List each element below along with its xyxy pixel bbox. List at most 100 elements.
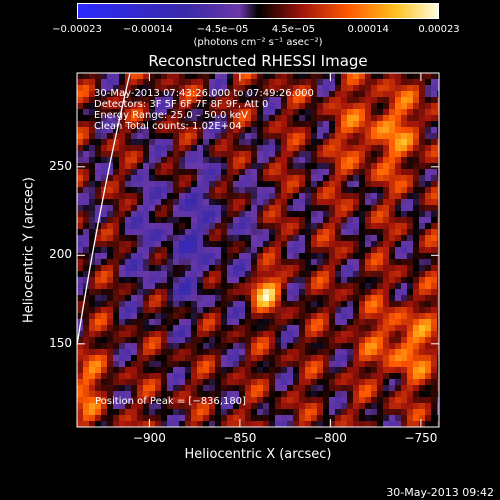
heatmap-cell — [215, 205, 222, 212]
heatmap-cell — [305, 79, 312, 86]
heatmap-cell — [131, 331, 138, 338]
heatmap-cell — [233, 151, 240, 158]
heatmap-cell — [389, 97, 396, 104]
heatmap-cell — [341, 295, 348, 302]
heatmap-cell — [221, 103, 228, 110]
heatmap-cell — [383, 247, 390, 254]
heatmap-cell — [227, 121, 234, 128]
heatmap-cell — [113, 187, 120, 194]
heatmap-cell — [329, 409, 336, 416]
heatmap-cell — [311, 331, 318, 338]
heatmap-cell — [239, 403, 246, 410]
heatmap-cell — [329, 241, 336, 248]
heatmap-cell — [161, 421, 168, 427]
heatmap-cell — [95, 157, 102, 164]
heatmap-cell — [101, 379, 108, 386]
heatmap-cell — [413, 337, 420, 344]
heatmap-cell — [215, 139, 222, 146]
heatmap-cell — [89, 235, 96, 242]
heatmap-cell — [347, 325, 354, 332]
heatmap-cell — [89, 187, 96, 194]
heatmap-cell — [437, 319, 439, 326]
heatmap-cell — [383, 361, 390, 368]
heatmap-cell — [77, 169, 84, 176]
heatmap-cell — [167, 235, 174, 242]
heatmap-cell — [401, 169, 408, 176]
heatmap-cell — [119, 295, 126, 302]
heatmap-cell — [371, 91, 378, 98]
heatmap-cell — [227, 85, 234, 92]
heatmap-cell — [107, 91, 114, 98]
heatmap-cell — [431, 319, 438, 326]
heatmap-cell — [197, 343, 204, 350]
heatmap-cell — [275, 169, 282, 176]
heatmap-cell — [413, 397, 420, 404]
heatmap-cell — [233, 331, 240, 338]
heatmap-cell — [371, 259, 378, 266]
heatmap-cell — [131, 139, 138, 146]
heatmap-cell — [185, 253, 192, 260]
heatmap-cell — [287, 187, 294, 194]
heatmap-cell — [119, 79, 126, 86]
heatmap-cell — [83, 121, 90, 128]
heatmap-cell — [185, 217, 192, 224]
heatmap-cell — [215, 151, 222, 158]
heatmap-cell — [197, 313, 204, 320]
heatmap-cell — [155, 85, 162, 92]
heatmap-cell — [89, 205, 96, 212]
heatmap-cell — [137, 241, 144, 248]
heatmap-cell — [89, 415, 96, 422]
heatmap-cell — [203, 409, 210, 416]
heatmap-cell — [197, 109, 204, 116]
heatmap-cell — [401, 85, 408, 92]
heatmap-cell — [155, 301, 162, 308]
heatmap-cell — [209, 301, 216, 308]
heatmap-cell — [251, 217, 258, 224]
heatmap-cell — [323, 133, 330, 140]
heatmap-cell — [365, 163, 372, 170]
heatmap-cell — [389, 319, 396, 326]
heatmap-cell — [191, 133, 198, 140]
heatmap-cell — [215, 367, 222, 374]
heatmap-cell — [257, 313, 264, 320]
heatmap-cell — [311, 217, 318, 224]
heatmap-cell — [137, 199, 144, 206]
heatmap-cell — [335, 325, 342, 332]
heatmap-cell — [269, 361, 276, 368]
heatmap-cell — [173, 391, 180, 398]
heatmap-cell — [143, 85, 150, 92]
heatmap-cell — [143, 127, 150, 134]
heatmap-cell — [311, 145, 318, 152]
heatmap-cell — [311, 187, 318, 194]
heatmap-cell — [191, 73, 198, 80]
heatmap-cell — [197, 181, 204, 188]
heatmap-cell — [179, 211, 186, 218]
heatmap-cell — [245, 85, 252, 92]
heatmap-cell — [287, 301, 294, 308]
heatmap-cell — [77, 337, 84, 344]
heatmap-cell — [245, 397, 252, 404]
heatmap-cell — [365, 127, 372, 134]
heatmap-cell — [101, 403, 108, 410]
heatmap-cell — [107, 193, 114, 200]
heatmap-cell — [119, 91, 126, 98]
heatmap-cell — [185, 373, 192, 380]
heatmap-cell — [221, 139, 228, 146]
heatmap-cell — [293, 361, 300, 368]
heatmap-cell — [293, 301, 300, 308]
heatmap-cell — [371, 397, 378, 404]
heatmap-cell — [215, 397, 222, 404]
heatmap-cell — [173, 295, 180, 302]
heatmap-cell — [161, 193, 168, 200]
heatmap-cell — [413, 151, 420, 158]
heatmap-cell — [353, 193, 360, 200]
heatmap-cell — [281, 175, 288, 182]
heatmap-cell — [413, 139, 420, 146]
heatmap-cell — [155, 361, 162, 368]
heatmap-cell — [233, 421, 240, 427]
heatmap-cell — [227, 97, 234, 104]
heatmap-cell — [125, 229, 132, 236]
heatmap-cell — [377, 373, 384, 380]
heatmap-cell — [383, 73, 390, 80]
heatmap-cell — [95, 403, 102, 410]
